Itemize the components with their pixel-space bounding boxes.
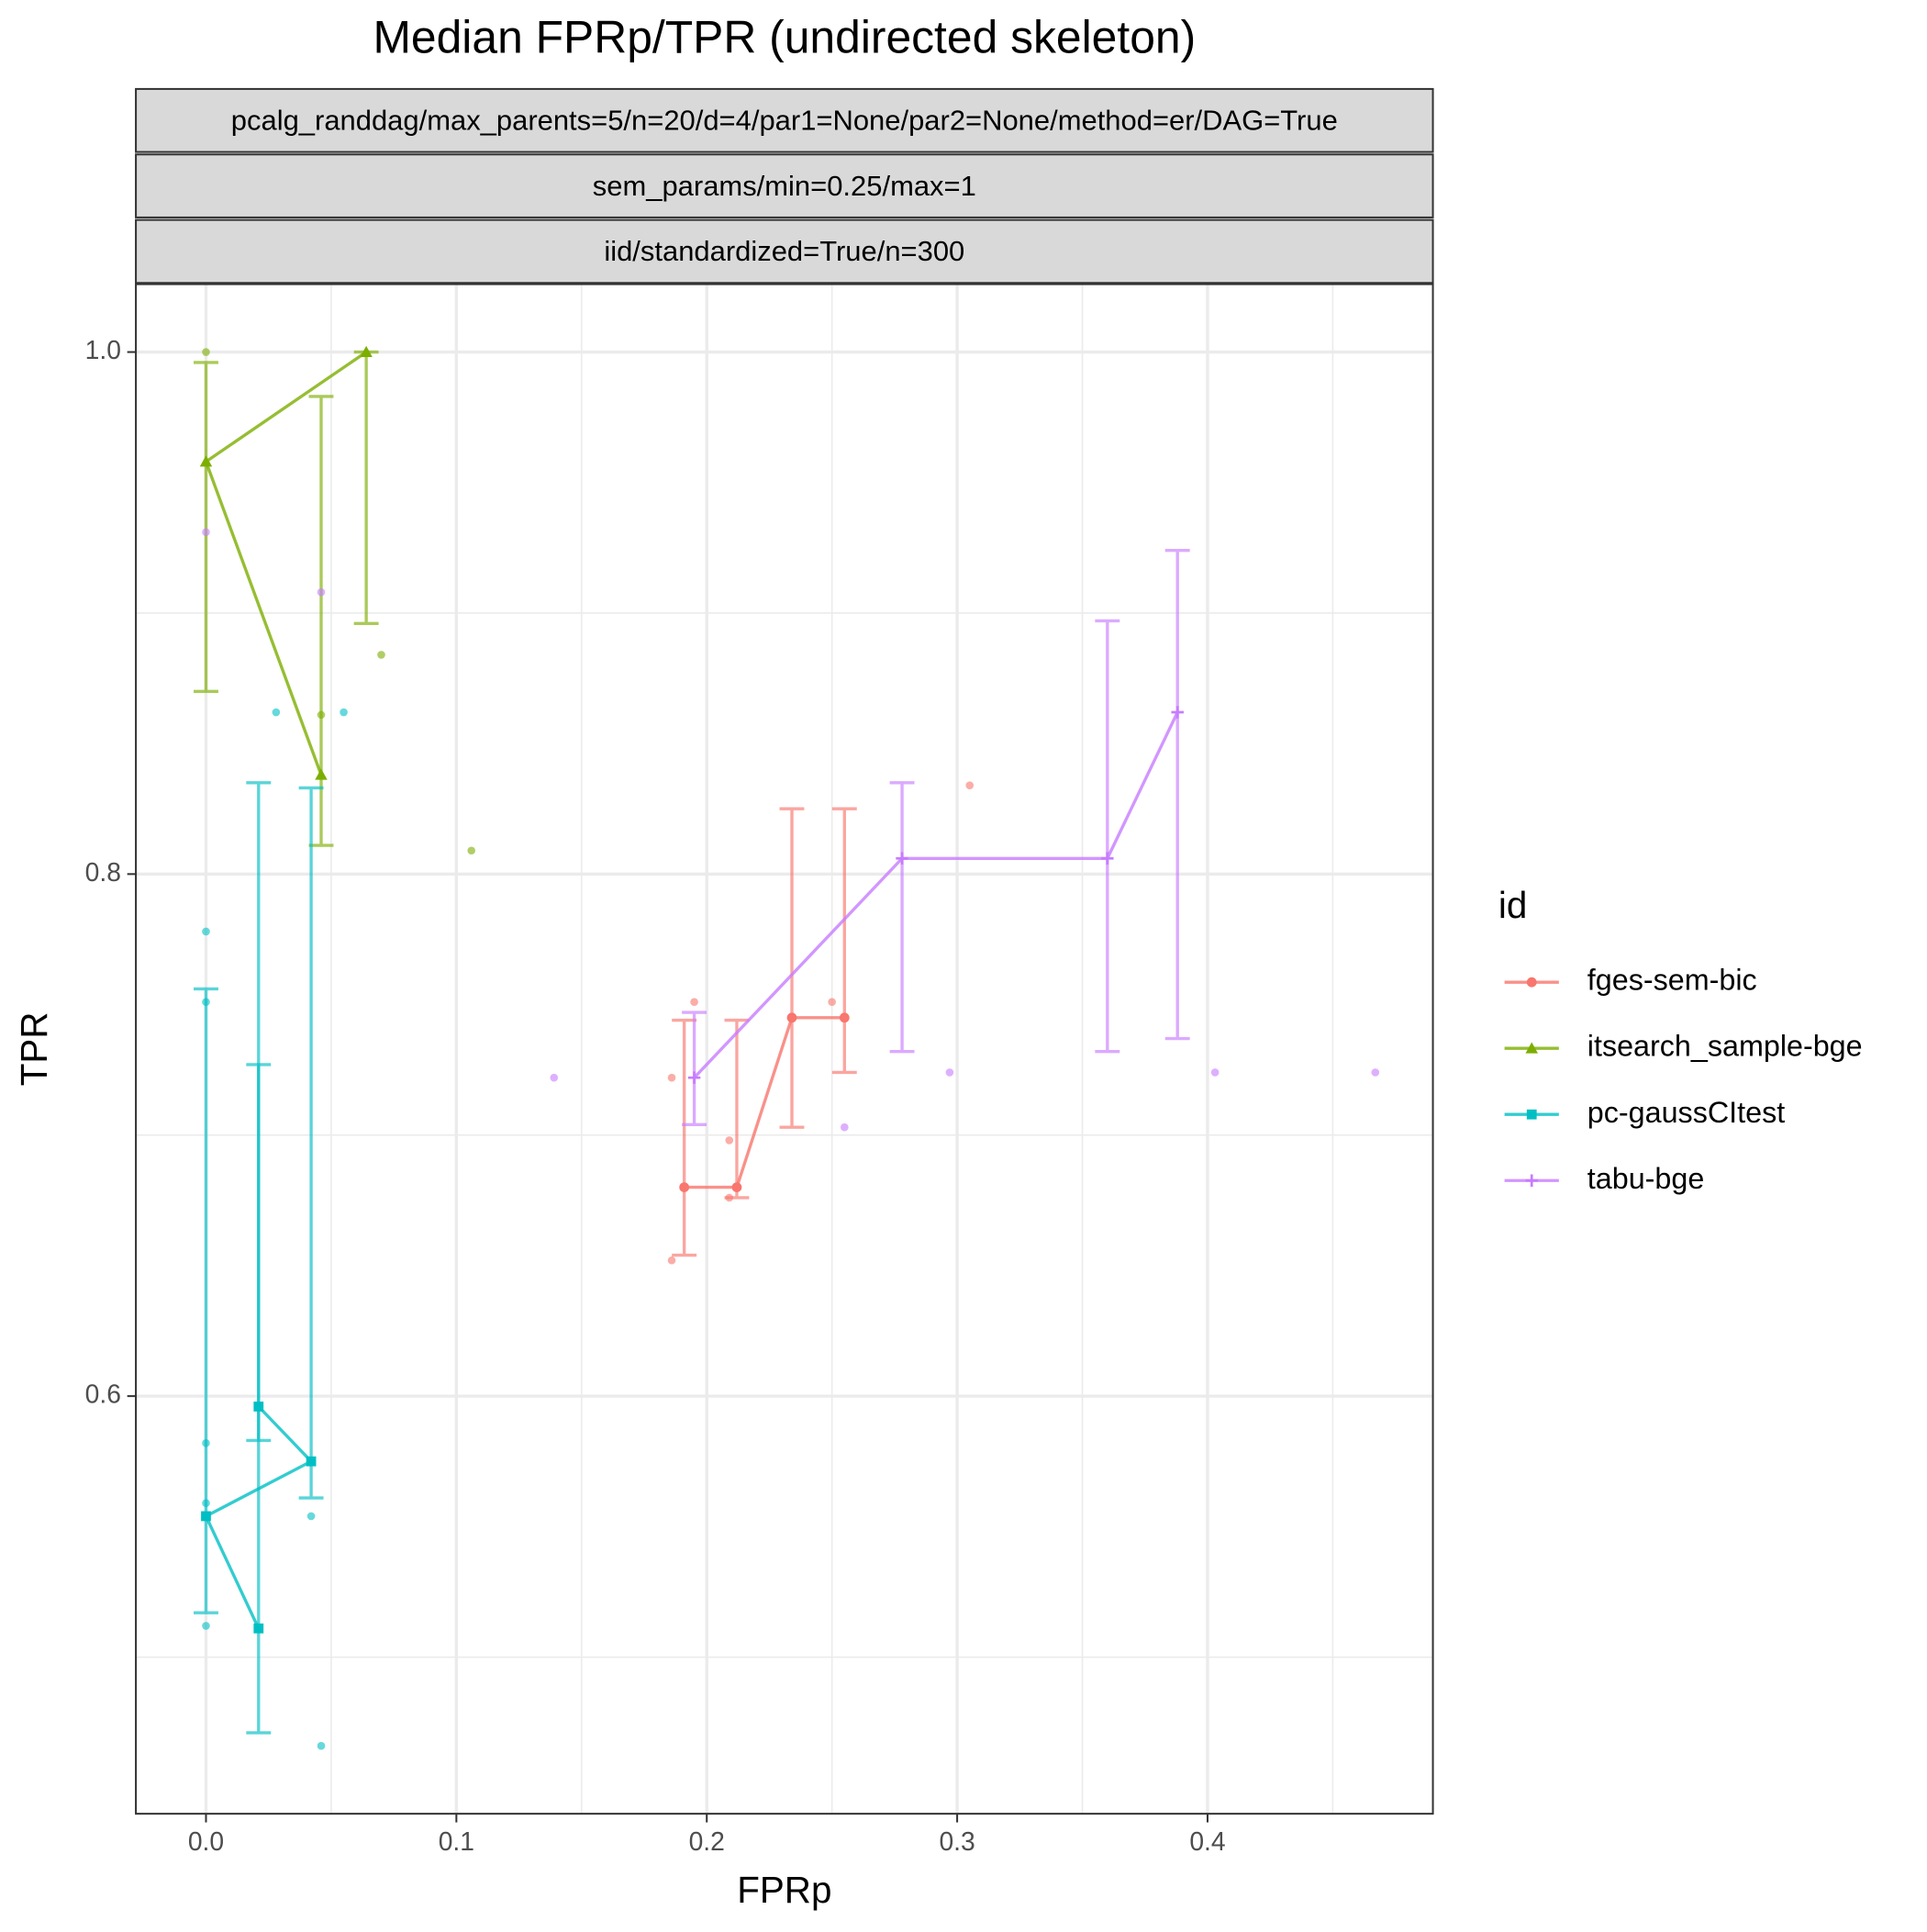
run-point <box>667 1073 676 1082</box>
run-point <box>202 348 210 356</box>
run-point <box>1210 1068 1220 1077</box>
error-bar <box>889 781 915 1054</box>
run-point <box>550 1073 559 1082</box>
run-point <box>202 927 210 936</box>
error-bar <box>1164 549 1190 1041</box>
strip <box>135 153 1434 218</box>
strip-label: pcalg_randdag/max_parents=5/n=20/d=4/par… <box>231 104 1338 136</box>
marker <box>896 852 908 865</box>
marker <box>253 1402 264 1412</box>
run-point <box>828 998 836 1007</box>
y-tick-label: 1.0 <box>85 335 121 364</box>
legend: fges-sem-bic itsearch_sample-bge pc-gaussC… <box>1504 964 1863 1195</box>
marker <box>1526 977 1537 988</box>
run-point <box>945 1068 954 1077</box>
x-tick-label: 0.3 <box>939 1826 975 1856</box>
strip-label: sem_params/min=0.25/max=1 <box>593 170 976 202</box>
error-bar <box>246 781 272 1443</box>
y-tick-label: 0.8 <box>85 857 121 887</box>
run-point <box>467 846 476 855</box>
legend-title: id <box>1498 884 1527 926</box>
marker <box>360 345 373 357</box>
median-line <box>684 1016 845 1189</box>
series <box>194 345 476 855</box>
run-point <box>840 1122 849 1132</box>
marker <box>306 1456 317 1467</box>
error-bar <box>298 786 324 1500</box>
legend-label: tabu-bge <box>1587 1162 1705 1195</box>
marker <box>1525 1174 1538 1187</box>
run-point <box>965 781 975 789</box>
series <box>202 528 1380 1132</box>
series <box>667 781 975 1265</box>
marker <box>687 1071 701 1084</box>
y-tick-label: 0.6 <box>85 1379 121 1409</box>
run-point <box>317 1741 326 1750</box>
x-axis-title: FPRp <box>737 1869 831 1911</box>
marker <box>731 1182 742 1192</box>
marker <box>1171 706 1184 719</box>
marker <box>1525 1042 1538 1054</box>
run-point <box>272 708 281 717</box>
error-bar <box>194 987 218 1614</box>
marker <box>1526 1109 1537 1120</box>
run-point <box>317 587 326 597</box>
y-axis-title: TPR <box>13 1012 55 1087</box>
error-bar <box>1095 619 1120 1054</box>
run-point <box>340 708 348 717</box>
x-tick-label: 0.1 <box>439 1826 474 1856</box>
marker <box>679 1182 690 1192</box>
strip <box>135 218 1434 285</box>
error-bar <box>779 807 805 1129</box>
run-point <box>1371 1068 1380 1077</box>
strip-label: iid/standardized=True/n=300 <box>604 235 964 267</box>
legend-label: fges-sem-bic <box>1587 964 1757 997</box>
error-bar <box>194 361 218 693</box>
chart-title: Median FPRp/TPR (undirected skeleton) <box>373 12 1196 63</box>
error-bar <box>724 1018 750 1200</box>
strip <box>135 87 1434 153</box>
legend-label: pc-gaussCItest <box>1587 1096 1785 1129</box>
run-point <box>667 1256 676 1265</box>
marker <box>786 1012 797 1023</box>
median-line <box>693 711 1179 1079</box>
marker <box>315 768 328 780</box>
x-tick-label: 0.2 <box>689 1826 725 1856</box>
x-tick-label: 0.4 <box>1189 1826 1225 1856</box>
run-point <box>202 1622 210 1630</box>
marker <box>199 455 213 467</box>
marker <box>201 1511 211 1522</box>
legend-label: itsearch_sample-bge <box>1587 1030 1863 1063</box>
marker <box>1101 852 1114 865</box>
median-line <box>204 1405 314 1629</box>
plot-area <box>194 345 1380 1750</box>
panel-border <box>135 283 1434 1815</box>
error-bar <box>831 807 857 1075</box>
run-point <box>690 998 698 1007</box>
run-point <box>306 1512 316 1521</box>
run-point <box>725 1136 734 1145</box>
error-bar <box>672 1018 697 1257</box>
run-point <box>202 528 210 537</box>
series <box>194 708 348 1750</box>
run-point <box>377 651 385 659</box>
marker <box>839 1012 850 1023</box>
marker <box>253 1623 264 1634</box>
error-bar <box>682 1011 707 1127</box>
x-tick-label: 0.0 <box>188 1826 224 1856</box>
